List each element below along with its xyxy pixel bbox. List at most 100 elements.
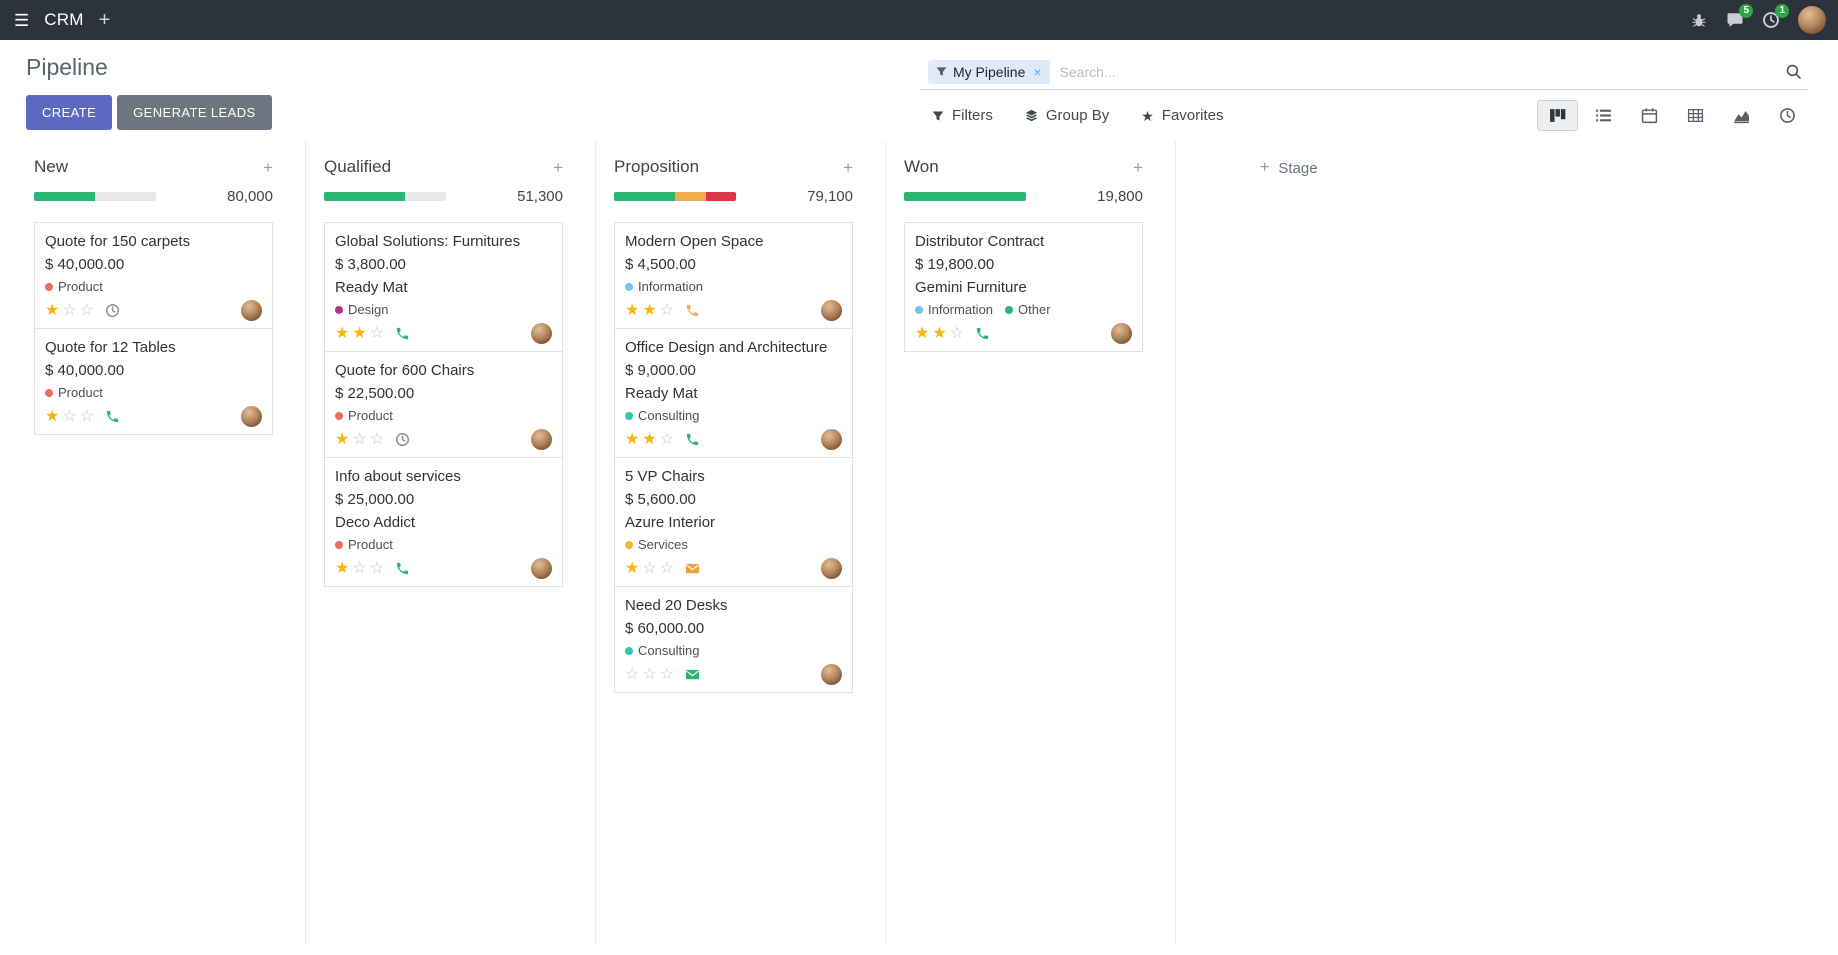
kanban-card[interactable]: Quote for 600 Chairs $ 22,500.00 Product… xyxy=(324,351,563,458)
card-avatar[interactable] xyxy=(241,300,262,321)
card-avatar[interactable] xyxy=(241,406,262,427)
phone-activity-icon[interactable] xyxy=(685,303,700,318)
card-avatar[interactable] xyxy=(821,558,842,579)
column-progressbar[interactable] xyxy=(614,192,736,201)
kanban-card[interactable]: Need 20 Desks $ 60,000.00 Consulting ☆ ☆ ☆ xyxy=(614,586,853,693)
priority-star[interactable]: ☆ xyxy=(949,324,965,342)
card-avatar[interactable] xyxy=(531,429,552,450)
priority-star[interactable]: ☆ xyxy=(659,559,675,577)
column-progressbar[interactable] xyxy=(34,192,156,201)
kanban-card[interactable]: Office Design and Architecture $ 9,000.0… xyxy=(614,328,853,458)
priority-star[interactable]: ★ xyxy=(625,559,640,577)
clock-activity-icon[interactable] xyxy=(105,303,120,318)
priority-star[interactable]: ☆ xyxy=(352,430,367,448)
column-quick-add-button[interactable]: + xyxy=(1133,157,1143,177)
priority-star[interactable]: ☆ xyxy=(369,324,385,342)
priority-star[interactable]: ★ xyxy=(642,430,657,448)
search-facet[interactable]: My Pipeline × xyxy=(928,59,1050,84)
priority-star[interactable]: ★ xyxy=(932,324,947,342)
priority-star[interactable]: ☆ xyxy=(625,665,640,683)
priority-star[interactable]: ★ xyxy=(335,559,350,577)
card-avatar[interactable] xyxy=(821,300,842,321)
priority-star[interactable]: ☆ xyxy=(62,407,77,425)
priority-star[interactable]: ★ xyxy=(915,324,930,342)
pivot-view-button[interactable] xyxy=(1675,100,1716,131)
debug-bug-icon[interactable] xyxy=(1690,11,1708,29)
priority-star[interactable]: ★ xyxy=(335,324,350,342)
phone-activity-icon[interactable] xyxy=(395,561,410,576)
priority-star[interactable]: ☆ xyxy=(659,665,675,683)
user-avatar[interactable] xyxy=(1798,6,1826,34)
kanban-card[interactable]: Info about services $ 25,000.00 Deco Add… xyxy=(324,457,563,587)
envelope-activity-icon[interactable] xyxy=(685,561,700,576)
column-quick-add-button[interactable]: + xyxy=(843,157,853,177)
phone-activity-icon[interactable] xyxy=(395,326,410,341)
apps-menu-icon[interactable]: ☰ xyxy=(14,10,30,30)
kanban-card[interactable]: Modern Open Space $ 4,500.00 Information… xyxy=(614,222,853,329)
priority-star[interactable]: ☆ xyxy=(62,301,77,319)
card-avatar[interactable] xyxy=(821,429,842,450)
phone-activity-icon[interactable] xyxy=(685,432,700,447)
create-button[interactable]: CREATE xyxy=(26,95,113,130)
card-avatar[interactable] xyxy=(531,323,552,344)
priority-star[interactable]: ★ xyxy=(352,324,367,342)
priority-star[interactable]: ☆ xyxy=(369,559,385,577)
column-progressbar[interactable] xyxy=(904,192,1026,201)
activities-icon[interactable]: 1 xyxy=(1762,4,1789,29)
priority-star[interactable]: ★ xyxy=(625,301,640,319)
progress-segment[interactable] xyxy=(904,192,1026,201)
favorites-button[interactable]: ★ Favorites xyxy=(1141,107,1223,124)
card-avatar[interactable] xyxy=(1111,323,1132,344)
progress-segment[interactable] xyxy=(705,192,736,201)
phone-activity-icon[interactable] xyxy=(975,326,990,341)
priority-star[interactable]: ★ xyxy=(335,430,350,448)
calendar-view-button[interactable] xyxy=(1629,100,1670,131)
priority-star[interactable]: ☆ xyxy=(79,407,95,425)
priority-star[interactable]: ☆ xyxy=(642,559,657,577)
progress-segment[interactable] xyxy=(324,192,405,201)
priority-star[interactable]: ☆ xyxy=(352,559,367,577)
card-avatar[interactable] xyxy=(531,558,552,579)
add-menu-icon[interactable]: + xyxy=(98,9,111,31)
phone-activity-icon[interactable] xyxy=(105,409,120,424)
priority-star[interactable]: ☆ xyxy=(642,665,657,683)
kanban-card[interactable]: Distributor Contract $ 19,800.00 Gemini … xyxy=(904,222,1143,352)
search-icon[interactable] xyxy=(1785,63,1802,80)
column-title[interactable]: New xyxy=(34,157,69,176)
column-title[interactable]: Proposition xyxy=(614,157,700,176)
progress-segment[interactable] xyxy=(614,192,675,201)
kanban-card[interactable]: Global Solutions: Furnitures $ 3,800.00 … xyxy=(324,222,563,352)
priority-star[interactable]: ★ xyxy=(642,301,657,319)
priority-star[interactable]: ★ xyxy=(45,407,60,425)
activity-view-button[interactable] xyxy=(1767,100,1808,131)
messages-icon[interactable]: 5 xyxy=(1726,4,1753,29)
priority-star[interactable]: ★ xyxy=(625,430,640,448)
search-input[interactable] xyxy=(1049,63,1785,80)
priority-star[interactable]: ☆ xyxy=(79,301,95,319)
kanban-card[interactable]: Quote for 12 Tables $ 40,000.00 Product … xyxy=(34,328,273,435)
envelope-activity-icon[interactable] xyxy=(685,667,700,682)
priority-star[interactable]: ☆ xyxy=(659,301,675,319)
column-quick-add-button[interactable]: + xyxy=(553,157,563,177)
priority-star[interactable]: ☆ xyxy=(369,430,385,448)
kanban-card[interactable]: 5 VP Chairs $ 5,600.00 Azure Interior Se… xyxy=(614,457,853,587)
column-quick-add-button[interactable]: + xyxy=(263,157,273,177)
group-by-button[interactable]: Group By xyxy=(1025,107,1109,124)
add-stage-button[interactable]: + Stage xyxy=(1260,160,1318,177)
filters-button[interactable]: Filters xyxy=(932,107,993,124)
app-name[interactable]: CRM xyxy=(44,10,84,29)
graph-view-button[interactable] xyxy=(1721,100,1762,131)
kanban-view-button[interactable] xyxy=(1537,100,1578,131)
kanban-card[interactable]: Quote for 150 carpets $ 40,000.00 Produc… xyxy=(34,222,273,329)
column-title[interactable]: Won xyxy=(904,157,939,176)
column-progressbar[interactable] xyxy=(324,192,446,201)
priority-star[interactable]: ★ xyxy=(45,301,60,319)
card-avatar[interactable] xyxy=(821,664,842,685)
column-title[interactable]: Qualified xyxy=(324,157,392,176)
facet-remove-icon[interactable]: × xyxy=(1033,63,1042,80)
clock-activity-icon[interactable] xyxy=(395,432,410,447)
progress-segment[interactable] xyxy=(34,192,95,201)
list-view-button[interactable] xyxy=(1583,100,1624,131)
priority-star[interactable]: ☆ xyxy=(659,430,675,448)
generate-leads-button[interactable]: GENERATE LEADS xyxy=(117,95,272,130)
